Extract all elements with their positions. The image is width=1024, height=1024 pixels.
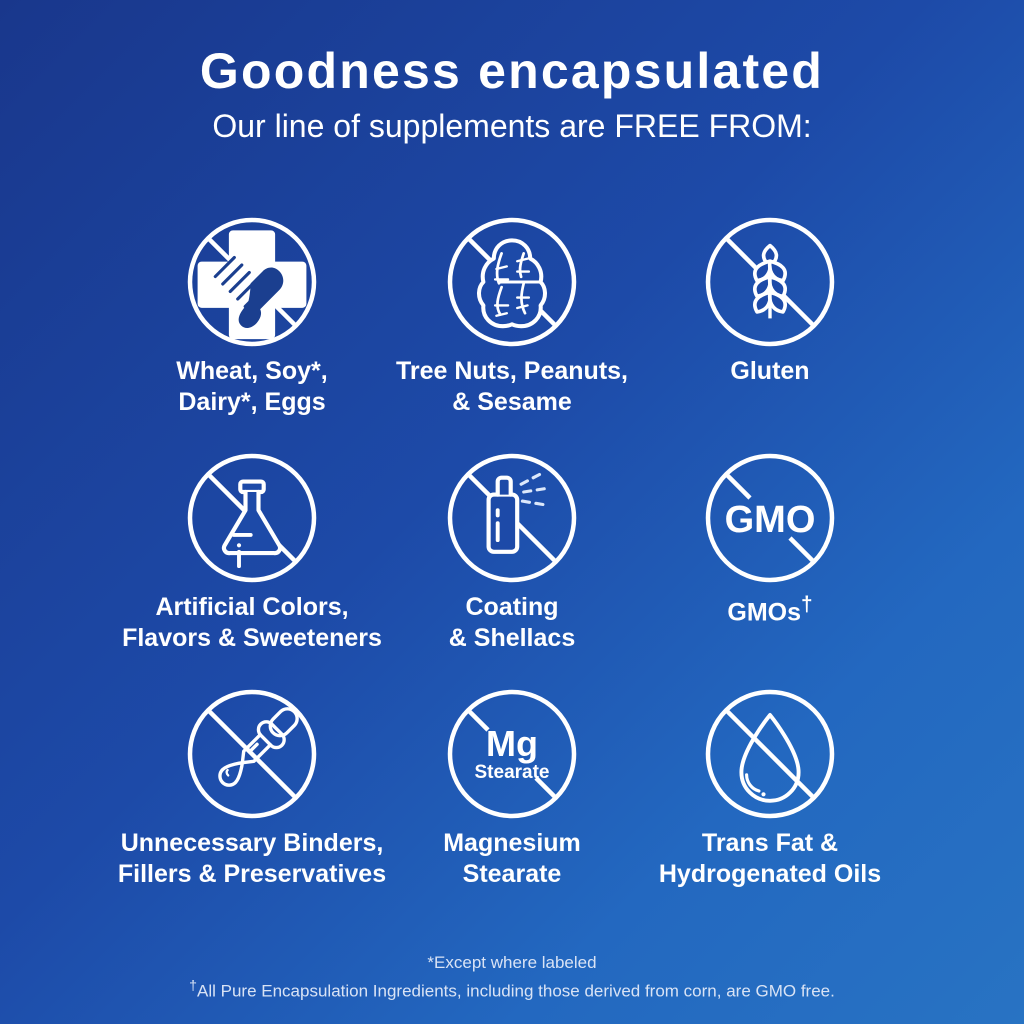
svg-text:Mg: Mg bbox=[486, 723, 538, 764]
svg-text:Stearate: Stearate bbox=[475, 762, 550, 783]
svg-text:GMO: GMO bbox=[725, 499, 816, 541]
